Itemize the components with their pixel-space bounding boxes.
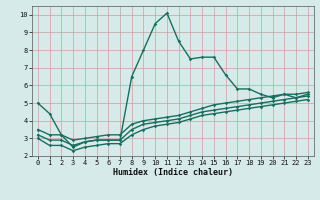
X-axis label: Humidex (Indice chaleur): Humidex (Indice chaleur)	[113, 168, 233, 177]
